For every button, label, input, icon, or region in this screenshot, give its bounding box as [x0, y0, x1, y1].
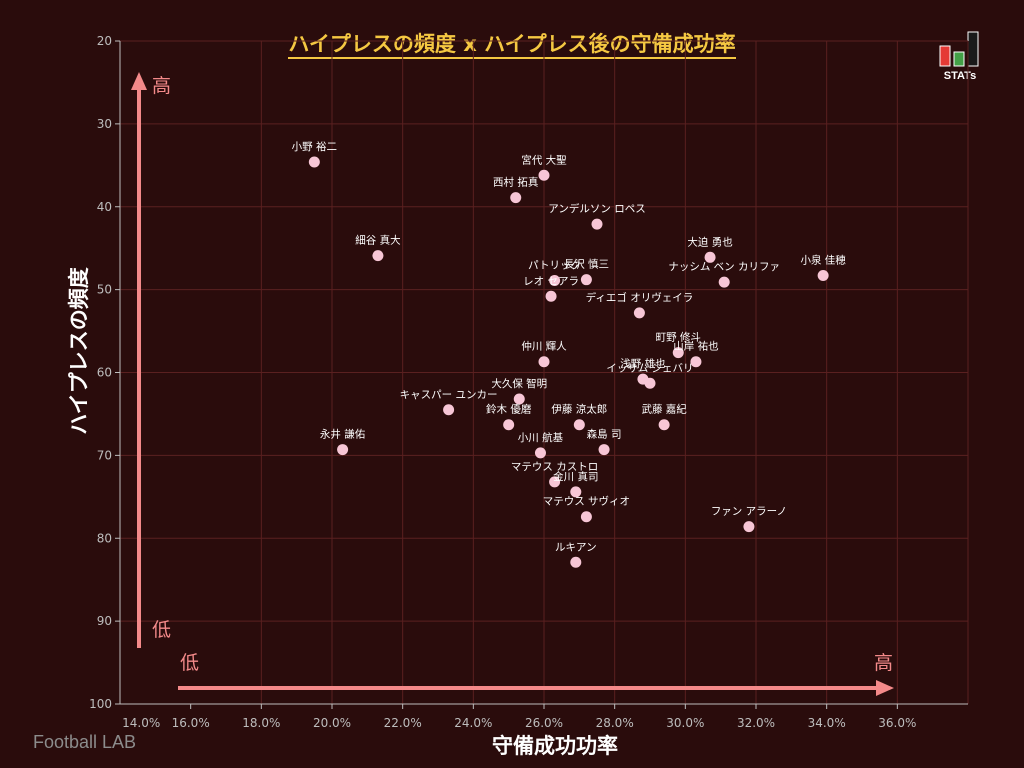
- data-point-label: アンデルソン ロペス: [548, 202, 645, 215]
- y-tick-label: 100: [89, 697, 112, 711]
- data-point-label: パトリック: [528, 260, 581, 272]
- data-point-label: 小泉 佳穂: [800, 254, 846, 267]
- data-point-label: キャスパー ユンカー: [400, 389, 498, 401]
- data-point-label: 宮代 大聖: [521, 153, 567, 166]
- data-point: [573, 419, 585, 431]
- y-tick-label: 80: [97, 531, 112, 545]
- data-point: [644, 377, 656, 389]
- data-point-label: 仲川 輝人: [521, 340, 567, 353]
- data-point-label: マテウス サヴィオ: [543, 495, 630, 508]
- data-point: [658, 419, 670, 431]
- x-tick-label: 22.0%: [384, 716, 422, 730]
- x-axis-label: 守備成功功率: [492, 734, 618, 758]
- x-tick-label: 34.0%: [808, 716, 846, 730]
- data-point: [743, 521, 755, 533]
- data-point: [570, 556, 582, 568]
- y-tick-label: 50: [97, 283, 112, 297]
- y-tick-label: 30: [97, 117, 112, 131]
- data-point-label: 町野 修斗: [656, 331, 701, 344]
- data-point-label: 山岸 祐也: [673, 340, 718, 353]
- data-point-label: 浅野 雄也: [620, 357, 665, 370]
- x-tick-label: 16.0%: [172, 716, 210, 730]
- data-point-label: 大久保 智明: [491, 377, 547, 390]
- y-arrow-low-label: 低: [152, 619, 171, 641]
- data-point: [633, 307, 645, 319]
- data-point-label: ルキアン: [555, 541, 597, 553]
- data-point: [817, 270, 829, 282]
- stats-logo-icon: [939, 31, 979, 67]
- x-tick-label: 26.0%: [525, 716, 563, 730]
- x-tick-label: 14.0%: [122, 716, 160, 730]
- y-tick-label: 40: [97, 200, 112, 214]
- data-point-label: 小野 裕二: [292, 140, 337, 153]
- y-arrow-head: [131, 72, 147, 90]
- data-point: [591, 218, 603, 230]
- x-arrow-head: [876, 680, 894, 696]
- data-point-label: 小川 航基: [518, 431, 564, 444]
- data-point: [580, 511, 592, 523]
- y-tick-label: 90: [97, 614, 112, 628]
- x-arrow-low-label: 低: [180, 652, 199, 674]
- data-point: [538, 356, 550, 368]
- data-point: [503, 419, 515, 431]
- data-point-label: マテウス カストロ: [511, 461, 598, 473]
- data-point: [718, 276, 730, 288]
- data-point-label: 武藤 嘉紀: [641, 403, 687, 416]
- x-tick-label: 24.0%: [454, 716, 492, 730]
- data-point: [308, 156, 320, 168]
- y-axis-label: ハイプレスの頻度: [67, 267, 91, 435]
- data-point: [443, 404, 455, 416]
- data-point: [538, 169, 550, 181]
- data-point-label: イッサム ジェバリ: [606, 362, 693, 374]
- data-point: [545, 290, 557, 302]
- data-point-label: ナッシム ベン カリファ: [668, 261, 780, 273]
- data-point: [549, 476, 561, 488]
- data-point-label: 長沢 慎三: [564, 258, 609, 271]
- data-point-label: 森島 司: [587, 428, 622, 441]
- y-arrow-high-label: 高: [152, 75, 171, 97]
- x-arrow-high-label: 高: [874, 652, 893, 674]
- data-point: [570, 486, 582, 498]
- data-point-label: ファン アラーノ: [711, 506, 787, 518]
- data-point: [549, 275, 561, 287]
- data-point: [690, 356, 702, 368]
- data-point-label: 伊藤 涼太郎: [551, 403, 607, 416]
- data-point-label: 永井 謙佑: [320, 428, 366, 441]
- data-point: [534, 447, 546, 459]
- data-point: [337, 444, 349, 456]
- data-point-label: 大迫 勇也: [687, 235, 732, 248]
- chart-title: ハイプレスの頻度 x ハイプレス後の守備成功率: [0, 28, 1024, 59]
- x-tick-label: 32.0%: [737, 716, 775, 730]
- data-point-label: ディエゴ オリヴェイラ: [586, 291, 694, 304]
- data-point-label: 西村 拓真: [493, 176, 538, 189]
- data-point: [598, 444, 610, 456]
- x-tick-label: 28.0%: [596, 716, 634, 730]
- x-tick-label: 18.0%: [242, 716, 280, 730]
- x-tick-label: 36.0%: [878, 716, 916, 730]
- x-tick-label: 20.0%: [313, 716, 351, 730]
- y-tick-label: 20: [97, 34, 112, 48]
- data-point-label: 細谷 真大: [355, 234, 401, 247]
- y-tick-label: 70: [97, 448, 112, 462]
- data-point-label: レオ セアラ: [523, 275, 579, 287]
- data-point: [372, 250, 384, 262]
- data-point: [704, 251, 716, 263]
- data-point: [513, 393, 525, 405]
- footer-brand: Football LAB: [33, 732, 137, 752]
- data-point: [672, 347, 684, 359]
- data-point: [580, 274, 592, 286]
- data-point-label: 鈴木 優磨: [486, 403, 532, 416]
- data-point-label: 金川 真司: [553, 470, 598, 483]
- data-point: [510, 192, 522, 204]
- y-tick-label: 60: [97, 366, 112, 380]
- x-tick-label: 30.0%: [666, 716, 704, 730]
